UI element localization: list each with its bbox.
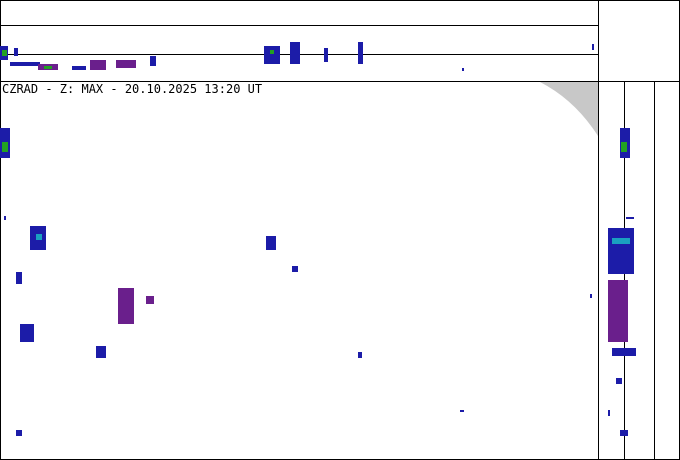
top-echoes <box>0 42 594 71</box>
echo <box>358 42 363 64</box>
echo <box>612 238 630 244</box>
product-title: CZRAD - Z: MAX - 20.10.2025 13:20 UT <box>2 82 262 96</box>
echo <box>20 324 34 342</box>
echo <box>590 294 592 298</box>
echo <box>116 60 136 68</box>
echo <box>592 44 594 50</box>
echo <box>608 410 610 416</box>
echo <box>608 280 628 342</box>
side-echoes <box>608 128 636 436</box>
echo <box>616 378 622 384</box>
echo <box>621 142 627 152</box>
echo <box>626 217 634 219</box>
echo <box>90 60 106 70</box>
echo <box>2 50 7 56</box>
echo <box>264 46 280 64</box>
echo <box>2 142 8 152</box>
echo <box>16 430 22 436</box>
echo <box>14 48 18 56</box>
echo <box>608 228 634 274</box>
echo <box>118 288 134 324</box>
echo <box>36 234 42 240</box>
range-edge <box>540 82 598 136</box>
echo <box>290 42 300 64</box>
echo <box>96 346 106 358</box>
echo <box>146 296 154 304</box>
echo <box>358 352 362 358</box>
echo <box>10 62 40 66</box>
echo <box>44 66 52 69</box>
echo <box>612 348 636 356</box>
echo <box>462 68 464 71</box>
echo <box>4 216 6 220</box>
echo <box>292 266 298 272</box>
echo <box>16 272 22 284</box>
echo <box>460 410 464 412</box>
echo <box>270 50 274 54</box>
echo <box>266 236 276 250</box>
echo <box>72 66 86 70</box>
map-echoes <box>0 128 592 436</box>
echo <box>150 56 156 66</box>
echo <box>620 430 628 436</box>
echo <box>324 48 328 62</box>
